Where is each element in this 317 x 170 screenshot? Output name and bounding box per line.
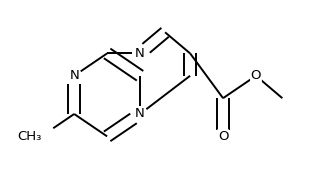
Text: N: N <box>69 69 79 82</box>
Text: O: O <box>218 130 228 143</box>
Text: N: N <box>135 107 145 121</box>
Text: N: N <box>135 47 145 60</box>
Text: CH₃: CH₃ <box>17 130 41 143</box>
Text: O: O <box>251 69 261 82</box>
